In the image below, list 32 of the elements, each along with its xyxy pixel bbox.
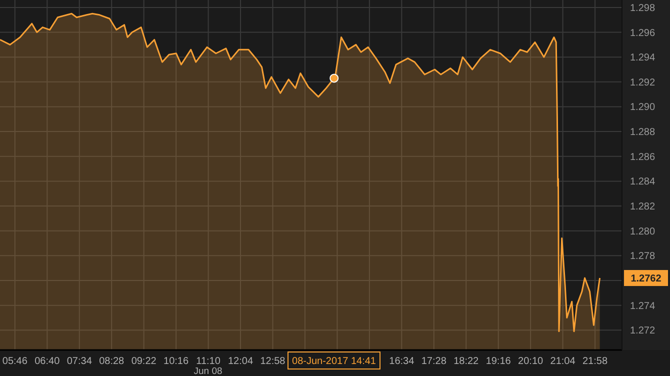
y-tick-label: 1.282 — [630, 202, 656, 213]
y-tick-label: 1.286 — [630, 152, 656, 163]
text: 08-Jun-2017 14:41 — [292, 356, 376, 367]
y-tick-label: 1.298 — [630, 2, 656, 14]
x-tick-label: 07:34 — [66, 356, 92, 367]
y-tick-label: 1.294 — [630, 52, 656, 64]
x-tick-label: 09:22 — [131, 356, 157, 367]
y-tick-label: 1.290 — [630, 102, 656, 114]
y-tick-label: 1.280 — [630, 226, 656, 238]
x-tick-label: 11:10 — [196, 356, 221, 367]
x-tick-label: 21:04 — [550, 356, 576, 367]
annotation: 1.2762 — [630, 274, 662, 285]
y-tick-label: 1.288 — [630, 127, 656, 138]
x-tick-label: 16:34 — [389, 356, 415, 367]
y-tick-label: 1.274 — [630, 300, 656, 312]
x-tick-label: 19:16 — [486, 356, 512, 367]
x-tick-label: 17:28 — [421, 356, 447, 367]
y-tick-label: 1.278 — [630, 251, 656, 262]
y-tick-label: 1.284 — [630, 176, 656, 188]
x-tick-label: 06:40 — [34, 356, 60, 367]
x-tick-label: 12:04 — [228, 356, 254, 367]
x-tick-label: 10:16 — [164, 356, 190, 367]
text: Jun 08 — [194, 366, 222, 376]
y-tick-label: 1.272 — [630, 326, 656, 337]
y-tick-label: 1.292 — [630, 77, 656, 88]
x-tick-label: 08:28 — [99, 356, 125, 367]
x-tick-label: 18:22 — [454, 356, 480, 367]
x-tick-label: 20:10 — [518, 356, 544, 367]
x-tick-label: 05:46 — [2, 356, 28, 367]
y-tick-label: 1.296 — [630, 28, 656, 39]
x-tick-label: 12:58 — [260, 356, 286, 367]
x-tick-label: 21:58 — [582, 356, 608, 367]
